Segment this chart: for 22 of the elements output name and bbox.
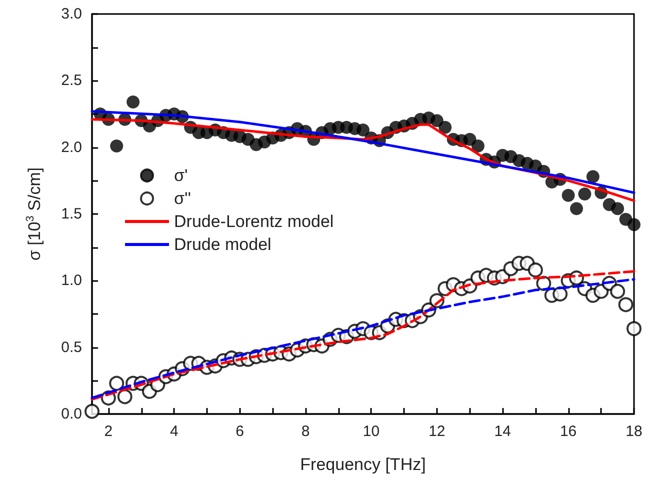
x-axis-title: Frequency [THz] (300, 455, 426, 474)
x-tick-label: 6 (236, 423, 244, 440)
x-tick-label: 4 (170, 423, 178, 440)
y-tick-label: 1.0 (61, 272, 82, 290)
x-tick-label: 16 (560, 423, 577, 440)
x-tick-label: 12 (428, 423, 446, 440)
y-tick-label: 1.5 (61, 206, 82, 222)
legend-label: Drude-Lorentz model (174, 212, 334, 231)
y-tick-label: 3.0 (61, 6, 82, 22)
x-tick-label: 10 (362, 423, 380, 440)
x-tick-label: 14 (494, 423, 511, 440)
x-tick-label: 2 (104, 423, 113, 440)
y-tick-label: 0.5 (61, 338, 82, 356)
legend-label: Drude model (174, 235, 272, 254)
y-axis-title: σ [103 S/cm] (24, 167, 44, 261)
y-tick-label: 2.0 (61, 138, 82, 156)
x-tick-label: 8 (301, 423, 310, 440)
legend-label: σ' (174, 166, 188, 185)
legend-label: σ'' (174, 189, 191, 208)
y-tick-label: 0.0 (61, 406, 82, 422)
x-tick-label: 18 (626, 423, 642, 440)
y-tick-label: 2.5 (61, 72, 82, 90)
